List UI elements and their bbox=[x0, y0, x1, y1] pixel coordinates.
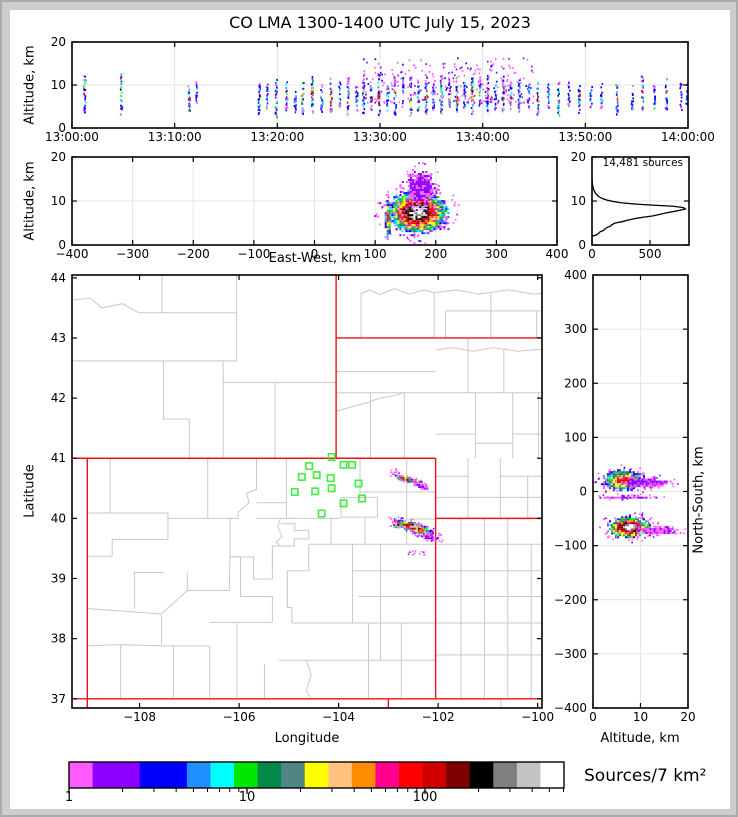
lma-station-marker bbox=[327, 484, 336, 493]
tick-label: 10 bbox=[51, 194, 66, 208]
colorbar: 1 10 100 bbox=[65, 761, 565, 805]
lma-station-marker bbox=[348, 460, 357, 469]
tick-label: 13:50:00 bbox=[558, 130, 612, 144]
tick-label: −104 bbox=[322, 710, 355, 724]
tick-label: 100 bbox=[564, 430, 587, 444]
tick-label: 300 bbox=[564, 322, 587, 336]
tick-label: 42 bbox=[51, 391, 66, 405]
time-panel-ylabel: Altitude, km bbox=[22, 45, 38, 125]
tick-label: −200 bbox=[554, 593, 587, 607]
ew-panel-xlabel: East-West, km bbox=[268, 251, 362, 266]
lma-station-marker bbox=[357, 494, 366, 503]
tick-label: 0 bbox=[578, 238, 586, 252]
tick-label: 13:30:00 bbox=[353, 130, 407, 144]
tick-label: −108 bbox=[123, 710, 156, 724]
tick-label: 300 bbox=[485, 247, 508, 261]
lma-station-marker bbox=[326, 474, 335, 483]
tick-label: 41 bbox=[51, 451, 66, 465]
tick-label: −100 bbox=[521, 710, 554, 724]
tick-label: 14:00:00 bbox=[661, 130, 715, 144]
tick-label: −400 bbox=[56, 247, 89, 261]
tick-label: 0 bbox=[311, 247, 319, 261]
tick-label: 40 bbox=[51, 511, 66, 525]
tick-label: 38 bbox=[51, 632, 66, 646]
tick-label: 400 bbox=[564, 268, 587, 282]
tick-label: 20 bbox=[680, 710, 695, 724]
tick-label: 13:40:00 bbox=[456, 130, 510, 144]
tick-label: 100 bbox=[364, 247, 387, 261]
tick-label: 13:20:00 bbox=[250, 130, 304, 144]
tick-label: 0 bbox=[589, 710, 597, 724]
tick-label: 10 bbox=[571, 194, 586, 208]
time-altitude-panel bbox=[83, 57, 688, 119]
tick-label: 1 bbox=[65, 790, 73, 805]
map-ylabel: Latitude bbox=[22, 464, 38, 518]
tick-label: 20 bbox=[51, 150, 66, 164]
ns-panel-ylabel: North-South, km bbox=[691, 446, 707, 554]
tick-label: 10 bbox=[239, 790, 256, 805]
tick-label: 44 bbox=[51, 271, 66, 285]
tick-label: 39 bbox=[51, 572, 66, 586]
tick-label: 43 bbox=[51, 331, 66, 345]
figure-title: CO LMA 1300-1400 UTC July 15, 2023 bbox=[229, 13, 531, 32]
tick-label: −100 bbox=[554, 539, 587, 553]
lma-station-marker bbox=[339, 499, 348, 508]
lma-station-marker bbox=[305, 462, 314, 471]
lma-station-marker bbox=[317, 509, 326, 518]
tick-label: −200 bbox=[177, 247, 210, 261]
source-count-annotation: 14,481 sources bbox=[602, 157, 683, 169]
lma-station-marker bbox=[312, 471, 321, 480]
colorbar-label: Sources/7 km² bbox=[584, 766, 707, 786]
tick-label: 20 bbox=[571, 150, 586, 164]
ew-panel-ylabel: Altitude, km bbox=[22, 161, 38, 241]
tick-label: 10 bbox=[633, 710, 648, 724]
tick-label: −100 bbox=[237, 247, 270, 261]
tick-label: −106 bbox=[223, 710, 256, 724]
lma-station-marker bbox=[290, 487, 299, 496]
tick-label: −102 bbox=[422, 710, 455, 724]
tick-label: 13:00:00 bbox=[45, 130, 99, 144]
tick-label: −300 bbox=[116, 247, 149, 261]
east-west-altitude-panel bbox=[374, 162, 460, 245]
lma-station-marker bbox=[327, 453, 336, 462]
tick-label: 500 bbox=[639, 247, 662, 261]
altitude-histogram-panel bbox=[592, 178, 687, 245]
tick-label: 0 bbox=[588, 247, 596, 261]
tick-label: 0 bbox=[58, 121, 66, 135]
tick-label: 0 bbox=[58, 238, 66, 252]
map-xlabel: Longitude bbox=[274, 731, 340, 746]
north-south-altitude-panel bbox=[593, 464, 686, 544]
tick-label: 200 bbox=[424, 247, 447, 261]
lma-station-marker bbox=[354, 479, 363, 488]
lma-station-marker bbox=[339, 460, 348, 469]
tick-label: 10 bbox=[51, 78, 66, 92]
ns-panel-xlabel: Altitude, km bbox=[600, 731, 680, 746]
map-panel bbox=[72, 275, 542, 708]
tick-label: 100 bbox=[413, 790, 438, 805]
tick-label: 13:10:00 bbox=[148, 130, 202, 144]
tick-label: 20 bbox=[51, 35, 66, 49]
tick-label: −400 bbox=[554, 701, 587, 715]
lma-station-marker bbox=[297, 472, 306, 481]
lma-station-marker bbox=[311, 487, 320, 496]
tick-label: 200 bbox=[564, 376, 587, 390]
tick-label: 400 bbox=[546, 247, 569, 261]
tick-label: 37 bbox=[51, 692, 66, 706]
tick-label: 0 bbox=[579, 485, 587, 499]
tick-label: −300 bbox=[554, 647, 587, 661]
